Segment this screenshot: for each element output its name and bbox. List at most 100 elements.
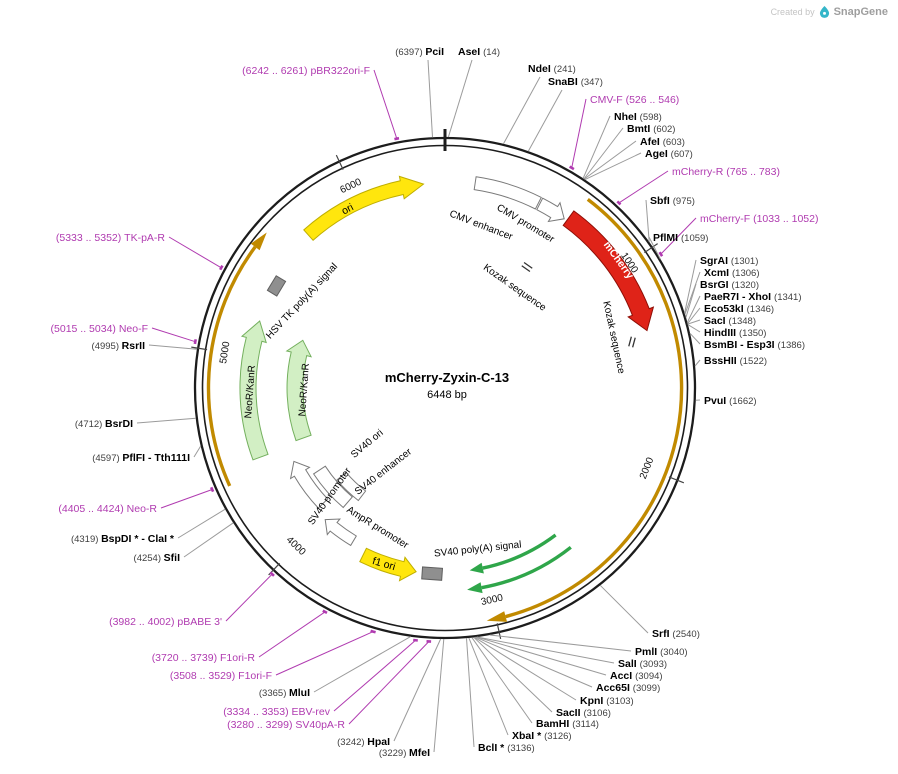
enzyme-site-label[interactable]: AccI (3094) (610, 670, 663, 682)
primer-label[interactable]: (6242 .. 6261) pBR322ori-F (242, 65, 370, 77)
primer-label[interactable]: (3280 .. 3299) SV40pA-R (227, 719, 345, 731)
leader-line (646, 200, 649, 242)
enzyme-site-label[interactable]: BssHII (1522) (704, 355, 767, 367)
enzyme-site-label[interactable]: KpnI (3103) (580, 695, 634, 707)
leader-line (152, 328, 195, 342)
feature-cds-arc-right[interactable] (506, 199, 682, 616)
feature-label[interactable]: Kozak sequence (481, 262, 548, 314)
enzyme-site-label[interactable]: PaeR7I - XhoI (1341) (704, 291, 802, 303)
enzyme-site-label[interactable]: (3229) MfeI (379, 747, 430, 759)
enzyme-site-label[interactable]: PvuI (1662) (704, 395, 757, 407)
enzyme-site-label[interactable]: Acc65I (3099) (596, 682, 660, 694)
enzyme-site-label[interactable]: SalI (3093) (618, 658, 667, 670)
enzyme-site-label[interactable]: (4319) BspDI * - ClaI * (71, 533, 175, 545)
feature-cmv-promoter[interactable] (537, 198, 564, 221)
feature-ampr-promoter[interactable] (325, 519, 356, 545)
enzyme-site-label[interactable]: NdeI (241) (528, 63, 576, 75)
leader-line (688, 325, 700, 332)
leader-line (467, 638, 475, 747)
enzyme-site-label[interactable]: SnaBI (347) (548, 76, 603, 88)
leader-lines-layer (137, 60, 700, 752)
enzyme-site-label[interactable]: PflMI (1059) (653, 232, 708, 244)
leader-line (434, 639, 444, 752)
enzyme-site-label[interactable]: BsmBI - Esp3I (1386) (704, 339, 805, 351)
leader-line (226, 574, 272, 621)
enzyme-site-label[interactable]: (4254) SfiI (134, 552, 181, 564)
enzyme-site-label[interactable]: AfeI (603) (640, 136, 685, 148)
feature-label[interactable]: HSV TK poly(A) signal (264, 261, 340, 341)
feature-ori[interactable] (304, 176, 424, 240)
enzyme-site-label[interactable]: (6397) PciI (395, 46, 444, 58)
feature-label[interactable]: NeoR/KanR (297, 363, 312, 417)
primer-label[interactable]: (3982 .. 4002) pBABE 3' (109, 616, 222, 628)
leader-line (687, 296, 700, 323)
feature-label[interactable]: SV40 poly(A) signal (433, 539, 521, 559)
primer-label[interactable]: (5015 .. 5034) Neo-F (51, 323, 148, 335)
enzyme-site-label[interactable]: BamHI (3114) (536, 718, 599, 730)
leader-line (137, 418, 196, 423)
feature-hsv-tk-polya-box[interactable] (267, 276, 285, 296)
leader-line (149, 345, 197, 349)
leader-line (349, 642, 429, 725)
tick-label: 3000 (480, 592, 505, 608)
enzyme-site-label[interactable]: HindIII (1350) (704, 327, 766, 339)
feature-cmv-enhancer[interactable] (474, 177, 541, 209)
kozak-mark[interactable] (629, 337, 635, 348)
primer-label[interactable]: (5333 .. 5352) TK-pA-R (56, 232, 166, 244)
enzyme-site-label[interactable]: AgeI (607) (645, 148, 693, 160)
leader-line (276, 632, 373, 675)
feature-label[interactable]: SV40 ori (349, 428, 385, 461)
leader-line (334, 640, 416, 711)
enzyme-site-label[interactable]: AseI (14) (458, 46, 500, 58)
enzyme-site-label[interactable]: PmlI (3040) (635, 646, 688, 658)
plasmid-name: mCherry-Zyxin-C-13 (385, 370, 509, 385)
enzyme-site-label[interactable]: XcmI (1306) (704, 267, 759, 279)
enzyme-site-label[interactable]: Eco53kI (1346) (704, 303, 774, 315)
enzyme-site-label[interactable]: SbfI (975) (650, 195, 695, 207)
enzyme-site-label[interactable]: (4995) RsrII (92, 340, 146, 352)
enzyme-site-label[interactable]: XbaI * (3126) (512, 730, 572, 742)
primer-label[interactable]: mCherry-R (765 .. 783) (672, 166, 780, 178)
kozak-mark[interactable] (522, 262, 532, 271)
enzyme-site-label[interactable]: BsrGI (1320) (700, 279, 759, 291)
feature-cds-arc-right-arrowhead[interactable] (487, 611, 507, 622)
enzyme-site-label[interactable]: (3365) MluI (259, 687, 310, 699)
enzyme-site-label[interactable]: BmtI (602) (627, 123, 675, 135)
feature-label[interactable]: AmpR promoter (344, 505, 410, 552)
primer-label[interactable]: CMV-F (526 .. 546) (590, 94, 679, 106)
watermark: Created by SnapGene (771, 5, 888, 18)
leader-line (428, 60, 433, 137)
leader-line (528, 90, 562, 151)
enzyme-site-label[interactable]: NheI (598) (614, 111, 662, 123)
feature-sv40-polya-arc-inner-arrowhead[interactable] (470, 563, 484, 574)
leader-line (695, 360, 700, 366)
primer-label[interactable]: (3334 .. 3353) EBV-rev (223, 706, 331, 718)
leader-line (394, 639, 441, 741)
leader-line (169, 237, 221, 268)
plasmid-size: 6448 bp (427, 389, 467, 401)
feature-label[interactable]: Kozak sequence (600, 300, 626, 375)
kozak-mark-line (629, 337, 632, 347)
leader-line (688, 308, 700, 324)
enzyme-site-label[interactable]: SacI (1348) (704, 315, 756, 327)
leader-line (184, 523, 233, 557)
primer-label[interactable]: (4405 .. 4424) Neo-R (58, 503, 157, 515)
leader-line (314, 637, 411, 692)
primer-label[interactable]: (3508 .. 3529) F1ori-F (170, 670, 272, 682)
primer-label[interactable]: mCherry-F (1033 .. 1052) (700, 213, 818, 225)
primer-label[interactable]: (3720 .. 3739) F1ori-R (152, 652, 256, 664)
leader-line (477, 637, 606, 675)
feature-sv40-polya-arc-outer-arrowhead[interactable] (467, 582, 482, 593)
feature-sv40-polya-box[interactable] (422, 567, 443, 580)
enzyme-site-label[interactable]: BclI * (3136) (478, 742, 535, 754)
kozak-mark-line (524, 262, 532, 268)
enzyme-site-label[interactable]: (4712) BsrDI (75, 418, 133, 430)
leader-line (469, 638, 508, 735)
enzyme-site-label[interactable]: SgrAI (1301) (700, 255, 758, 267)
enzyme-site-label[interactable]: (3242) HpaI (337, 736, 390, 748)
enzyme-site-label[interactable]: (4597) PflFI - Tth111I (92, 452, 190, 464)
watermark-brand: SnapGene (834, 6, 888, 18)
enzyme-site-label[interactable]: SrfI (2540) (652, 628, 700, 640)
